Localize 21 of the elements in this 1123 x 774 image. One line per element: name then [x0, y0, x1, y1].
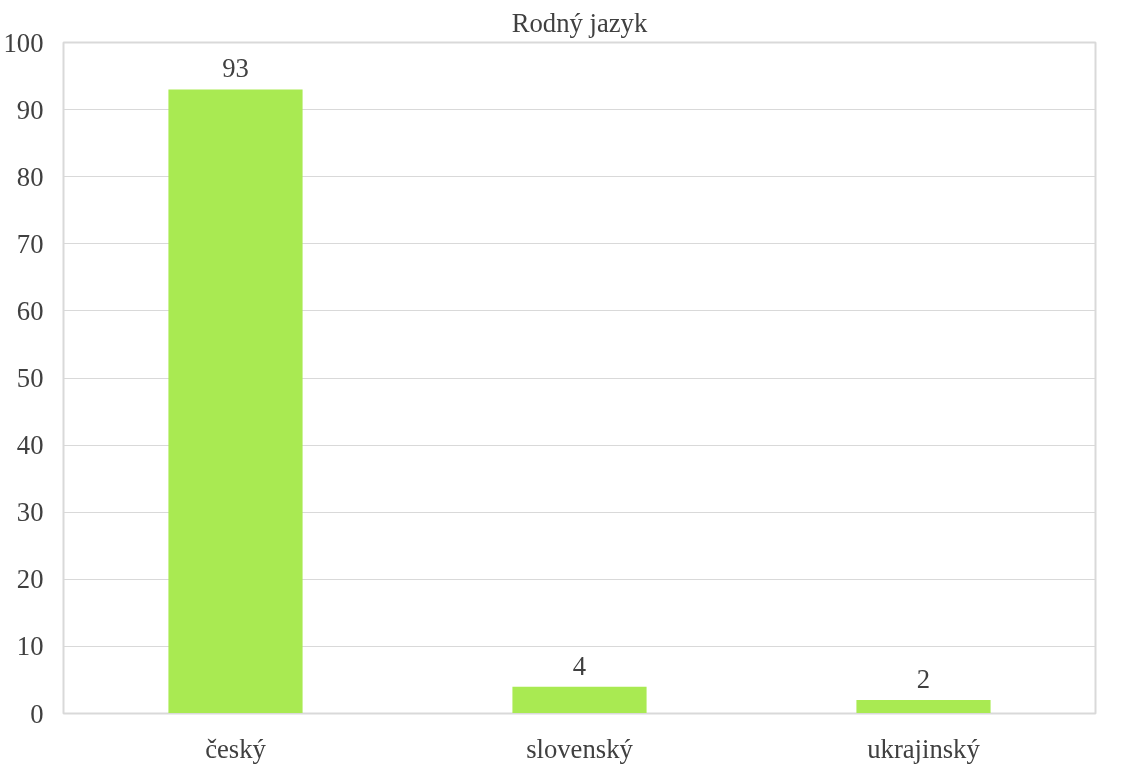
- x-tick-label: slovenský: [526, 733, 634, 764]
- y-tick-label: 100: [3, 27, 44, 58]
- bar: [856, 700, 991, 714]
- y-tick-label: 90: [16, 94, 44, 125]
- bar: [168, 89, 303, 714]
- x-tick-label: ukrajinský: [867, 733, 981, 764]
- data-label: 4: [572, 650, 587, 681]
- y-tick-label: 40: [16, 430, 44, 461]
- y-tick-label: 50: [16, 363, 44, 393]
- y-tick-label: 70: [16, 228, 44, 259]
- y-tick-label: 10: [16, 631, 44, 662]
- data-label: 2: [916, 664, 931, 695]
- bar: [512, 686, 647, 714]
- y-tick-label: 20: [16, 564, 44, 595]
- data-label: 93: [222, 53, 249, 84]
- chart-title: Rodný jazyk: [511, 7, 648, 38]
- y-tick-label: 0: [30, 698, 44, 729]
- y-tick-label: 30: [16, 497, 44, 528]
- x-tick-label: český: [205, 733, 267, 764]
- y-tick-label: 80: [16, 161, 44, 192]
- y-tick-label: 60: [16, 295, 44, 326]
